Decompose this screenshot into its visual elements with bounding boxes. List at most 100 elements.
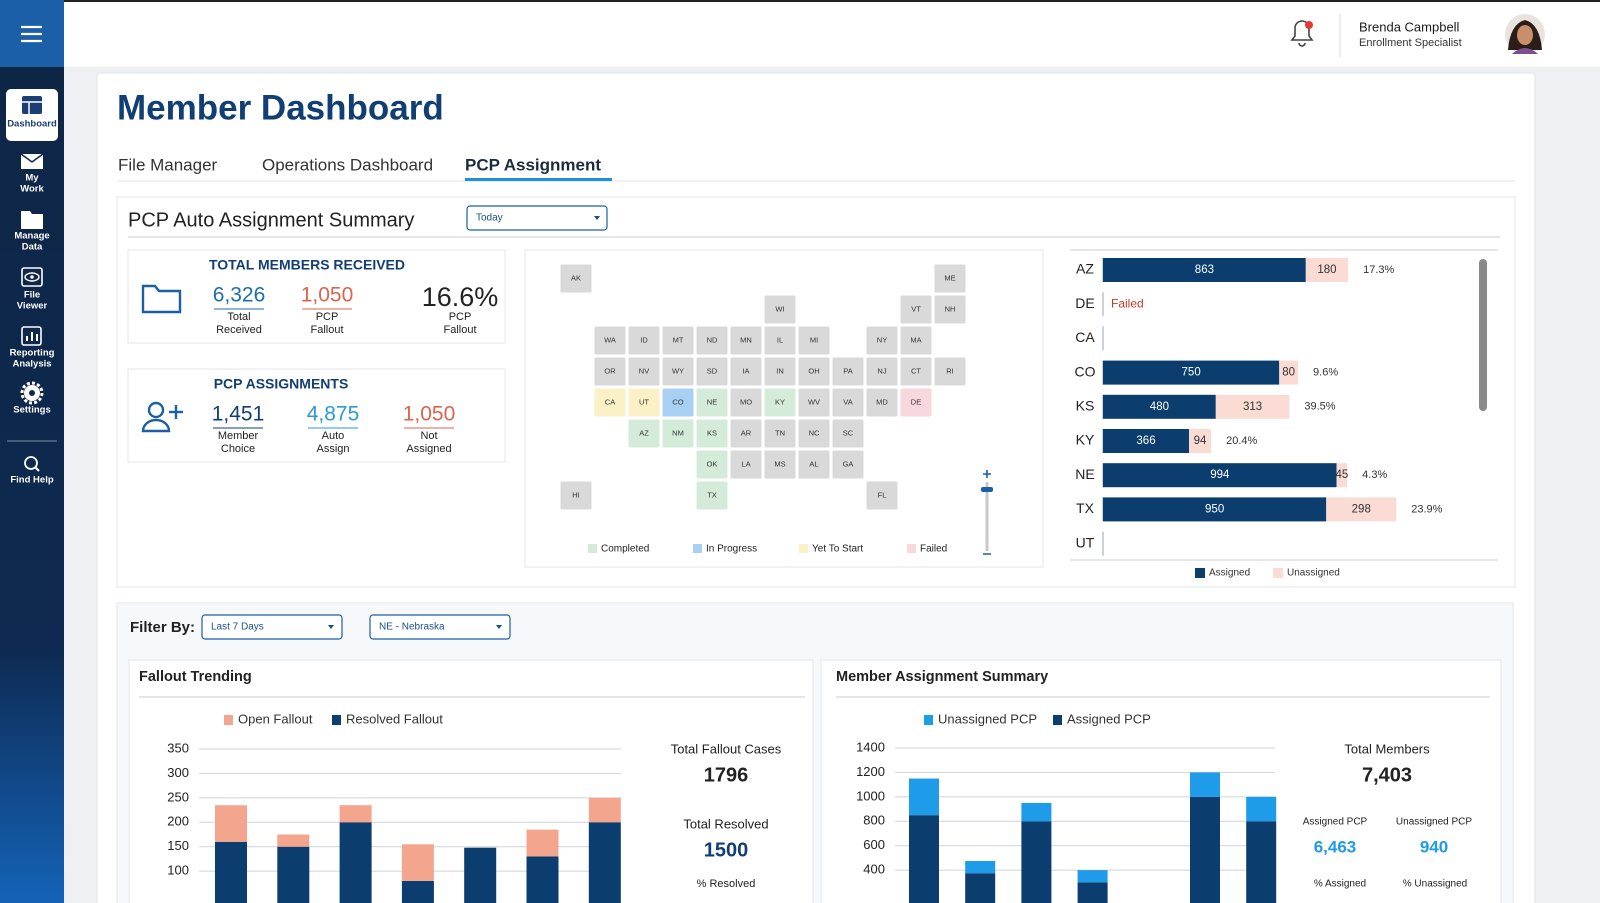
dropdown-value: Last 7 Days bbox=[211, 622, 264, 633]
state-label: VA bbox=[843, 397, 852, 406]
avatar[interactable] bbox=[1505, 14, 1545, 54]
state-label: MO bbox=[740, 397, 752, 406]
tab-active[interactable]: PCP Assignment bbox=[465, 155, 601, 174]
kpi-label: PCP bbox=[449, 311, 472, 323]
state-label: AZ bbox=[639, 428, 649, 437]
active-nav-item[interactable] bbox=[6, 89, 58, 141]
state-label: TN bbox=[775, 428, 785, 437]
bar-segment bbox=[1336, 463, 1348, 488]
state-label: CT bbox=[911, 366, 921, 375]
state-label: TX bbox=[707, 490, 717, 499]
state-label: AK bbox=[571, 273, 581, 282]
kpi-label: Fallout bbox=[310, 324, 343, 336]
y-tick-label: 400 bbox=[863, 862, 885, 877]
chart-title: Fallout Trending bbox=[139, 669, 252, 685]
state bbox=[797, 325, 831, 356]
nav-label: Analysis bbox=[12, 359, 51, 370]
legend-swatch bbox=[1195, 568, 1205, 578]
section-title: PCP Auto Assignment Summary bbox=[128, 209, 414, 231]
state bbox=[695, 480, 729, 511]
tab[interactable]: Operations Dashboard bbox=[262, 155, 433, 174]
dropdown-value: Today bbox=[476, 213, 503, 224]
state-label: CA bbox=[605, 397, 615, 406]
state bbox=[763, 294, 797, 325]
kpi-value: 16.6% bbox=[422, 282, 499, 312]
bar-segment bbox=[1021, 821, 1052, 903]
bar-segment bbox=[1279, 360, 1299, 385]
y-tick-label: 1400 bbox=[856, 739, 885, 754]
kpi-label: Member bbox=[218, 430, 259, 442]
state bbox=[763, 325, 797, 356]
category-label: CO bbox=[1075, 363, 1096, 379]
state-label: MT bbox=[673, 335, 684, 344]
stat-label: Assigned PCP bbox=[1303, 817, 1368, 828]
user-role: Enrollment Specialist bbox=[1359, 37, 1462, 49]
state bbox=[797, 356, 831, 387]
state-label: NM bbox=[672, 428, 684, 437]
state bbox=[797, 449, 831, 480]
bar-value: 750 bbox=[1182, 367, 1201, 379]
reporting-icon bbox=[21, 326, 42, 346]
zoom-control[interactable] bbox=[981, 470, 993, 555]
kpi-title: PCP ASSIGNMENTS bbox=[214, 376, 349, 392]
user-name: Brenda Campbell bbox=[1359, 19, 1460, 34]
stat-label: % Assigned bbox=[1314, 879, 1366, 890]
nav-label: My bbox=[25, 173, 39, 184]
notifications[interactable] bbox=[1290, 20, 1314, 47]
state bbox=[899, 325, 933, 356]
category-label: KS bbox=[1076, 398, 1095, 414]
stat-value: 6,463 bbox=[1314, 837, 1357, 856]
legend-swatch bbox=[1053, 715, 1062, 725]
state bbox=[593, 356, 627, 387]
kpi-value: 1,451 bbox=[212, 403, 265, 426]
scrollbar[interactable] bbox=[1479, 259, 1487, 411]
file-viewer-icon bbox=[21, 267, 43, 287]
state bbox=[899, 294, 933, 325]
help-icon bbox=[24, 456, 40, 472]
state bbox=[661, 418, 695, 449]
bar-segment bbox=[1246, 821, 1277, 903]
period-filter[interactable]: Last 7 Days bbox=[201, 614, 343, 640]
bar-segment bbox=[1103, 429, 1190, 453]
nav-label: Settings bbox=[13, 405, 50, 416]
bar-segment bbox=[1246, 796, 1277, 822]
dashboard-icon bbox=[22, 96, 42, 114]
stat-value: 7,403 bbox=[1362, 764, 1412, 786]
nav-label: Manage bbox=[14, 231, 49, 242]
percent-label: 17.3% bbox=[1363, 264, 1394, 276]
dropdown-value: NE - Nebraska bbox=[379, 622, 445, 633]
y-tick-label: 300 bbox=[167, 765, 189, 780]
state bbox=[729, 387, 763, 418]
bar-segment bbox=[1326, 497, 1397, 522]
bar-segment bbox=[215, 805, 247, 842]
state-label: MN bbox=[740, 335, 752, 344]
bar-segment bbox=[909, 778, 939, 816]
nav-label: File bbox=[24, 290, 40, 301]
state-label: CO bbox=[672, 397, 683, 406]
period-dropdown[interactable]: Today bbox=[466, 205, 608, 231]
state bbox=[593, 387, 627, 418]
kpi-value: 1,050 bbox=[301, 284, 354, 307]
manage-data-icon bbox=[21, 211, 43, 229]
state-label: ID bbox=[640, 335, 648, 344]
category-label: TX bbox=[1076, 500, 1095, 516]
top-edge bbox=[0, 0, 1600, 2]
bar-segment bbox=[1077, 870, 1108, 883]
legend-label: Completed bbox=[601, 544, 649, 555]
tab[interactable]: File Manager bbox=[118, 155, 218, 174]
state-label: IA bbox=[742, 366, 749, 375]
state-filter[interactable]: NE - Nebraska bbox=[369, 614, 511, 640]
bar-segment bbox=[401, 844, 434, 881]
settings-icon bbox=[20, 381, 44, 405]
kpi-label: Not bbox=[420, 430, 437, 442]
state bbox=[797, 387, 831, 418]
kpi-label: Choice bbox=[221, 443, 255, 455]
kpi-title: TOTAL MEMBERS RECEIVED bbox=[209, 257, 405, 273]
stat-label: Total Resolved bbox=[683, 816, 768, 831]
state-label: NH bbox=[945, 304, 956, 313]
legend-label: Unassigned bbox=[1287, 568, 1340, 579]
state-label: NY bbox=[877, 335, 887, 344]
state-map: AK ME WI VT NH WA ID MT ND MN IL MI NY MA OR NV WY SD IA IN… bbox=[559, 263, 967, 555]
bar-segment bbox=[339, 805, 372, 823]
